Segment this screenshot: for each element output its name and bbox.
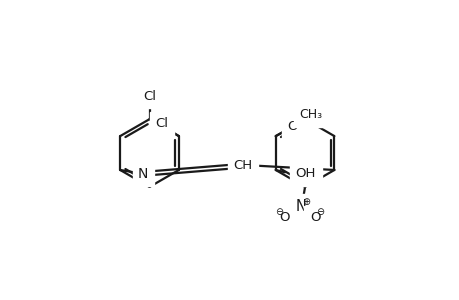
Text: Cl: Cl	[143, 90, 156, 103]
Text: Cl: Cl	[155, 117, 168, 130]
Text: ⊖: ⊖	[274, 207, 282, 217]
Text: O: O	[309, 211, 319, 224]
Text: O: O	[287, 120, 297, 134]
Text: O: O	[279, 211, 289, 224]
Text: CH₃: CH₃	[299, 108, 322, 121]
Text: ⊕: ⊕	[301, 197, 309, 207]
Text: N: N	[138, 167, 148, 181]
Text: ⊖: ⊖	[316, 207, 324, 217]
Text: N: N	[295, 200, 306, 214]
Text: CH: CH	[233, 159, 252, 172]
Text: OH: OH	[295, 167, 315, 180]
